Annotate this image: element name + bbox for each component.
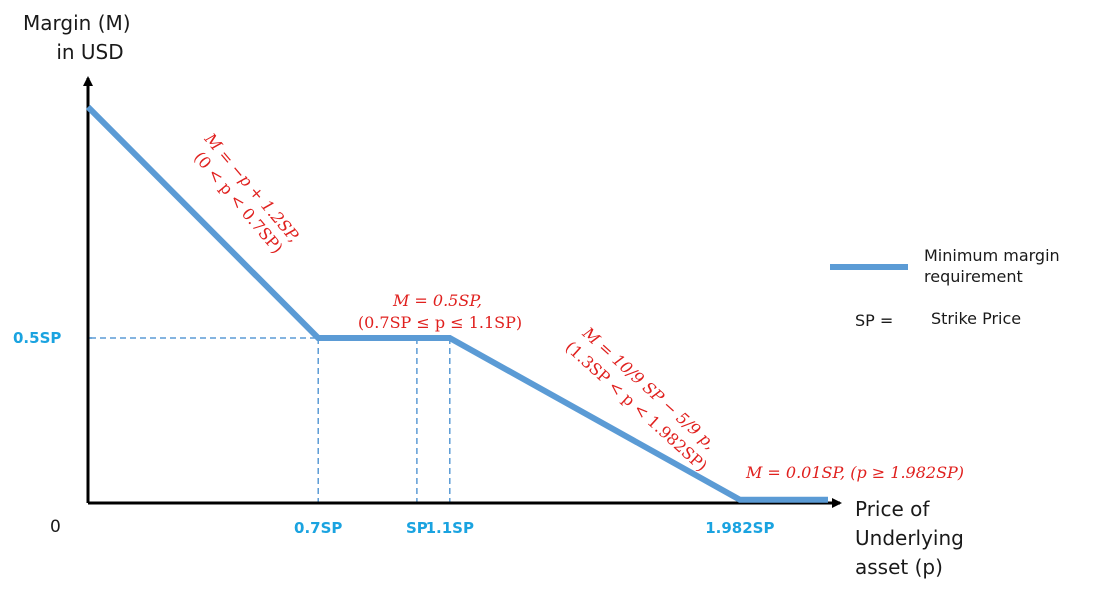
svg-text:M = 0.5SP, (0.7SP ≤ p ≤: M = 0.5SP, (0.7SP ≤ p ≤ 1.1SP) (358, 291, 522, 332)
legend-label: Minimum margin requirement (924, 246, 1060, 286)
annotation-segment-3: M = 10/9 SP − 5/9 p, (1.3SP < p < 1.982S… (562, 321, 726, 476)
series-line-0 (85, 104, 828, 503)
x-tick-label-0: 0.7SP (294, 519, 342, 537)
y-tick-label-0: 0.5SP (13, 329, 61, 347)
axes (83, 76, 842, 508)
x-axis-title: Price of Underlying asset (p) (855, 497, 970, 579)
x-tick-label-1: SP (406, 519, 428, 537)
y-tick-labels: 0.5SP (13, 329, 61, 347)
svg-text:M = 0.01SP, (p ≥ 1.982SP): M = 0.01SP, (p ≥ 1.982SP) (745, 463, 964, 482)
legend-note-key: SP = (855, 311, 893, 330)
y-axis-title: Margin (M) in USD (23, 11, 137, 64)
x-tick-label-3: 1.982SP (705, 519, 774, 537)
x-tick-label-2: 1.1SP (426, 519, 474, 537)
legend-label-box: Minimum margin requirement (924, 246, 1060, 286)
legend: Minimum margin requirement SP = Strike P… (830, 246, 1060, 330)
x-tick-labels: 0.7SP SP1.1SP 1.982SP (294, 519, 774, 537)
legend-note-value: Strike Price (931, 309, 1021, 328)
annotation-segment-4: M = 0.01SP, (p ≥ 1.982SP) (745, 463, 964, 482)
origin-label: 0 (50, 517, 61, 537)
svg-text:M = −p + 1.2SP, (0 < p <: M = −p + 1.2SP, (0 < p < 0.7SP) (185, 129, 307, 263)
annotation-segment-2: M = 0.5SP, (0.7SP ≤ p ≤ 1.1SP) (358, 291, 522, 332)
annotation-segment-1: M = −p + 1.2SP, (0 < p < 0.7SP) (185, 129, 307, 263)
reference-lines (88, 337, 451, 503)
svg-text:M = 10/9 SP − 5/9 p, (1.: M = 10/9 SP − 5/9 p, (1.3SP < p < 1.982S… (562, 321, 726, 475)
series-layer (85, 104, 828, 503)
